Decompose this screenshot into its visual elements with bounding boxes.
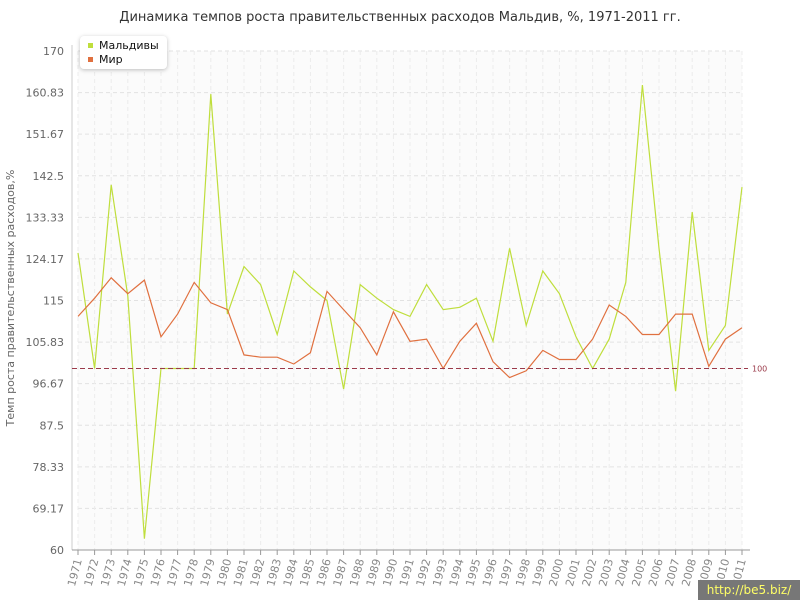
legend-label-maldives: Мальдивы bbox=[99, 38, 159, 52]
y-tick-label: 151.67 bbox=[26, 128, 65, 141]
chart-title: Динамика темпов роста правительственных … bbox=[119, 10, 681, 25]
reference-line: 100 bbox=[72, 365, 767, 374]
y-tick-label: 87.5 bbox=[40, 419, 65, 432]
grid bbox=[77, 50, 743, 551]
y-tick-label: 124.17 bbox=[26, 253, 65, 266]
y-tick-label: 60 bbox=[50, 544, 64, 557]
series-line-1 bbox=[77, 276, 743, 379]
y-tick-label: 142.5 bbox=[33, 170, 65, 183]
y-tick-label: 133.33 bbox=[26, 211, 65, 224]
legend-item-maldives[interactable]: Мальдивы bbox=[88, 38, 159, 52]
y-tick-label: 69.17 bbox=[33, 502, 65, 515]
reference-line-label: 100 bbox=[752, 365, 767, 374]
legend-swatch-maldives bbox=[88, 42, 93, 48]
y-axis-label: Темп роста правительственных расходов,% bbox=[4, 170, 17, 428]
legend-swatch-world bbox=[88, 56, 93, 62]
legend-item-world[interactable]: Мир bbox=[88, 52, 159, 66]
y-tick-label: 170 bbox=[43, 45, 64, 58]
legend-label-world: Мир bbox=[99, 52, 123, 66]
y-tick-label: 78.33 bbox=[33, 461, 65, 474]
legend[interactable]: Мальдивы Мир bbox=[80, 36, 167, 69]
y-tick-label: 96.67 bbox=[33, 378, 65, 391]
y-tick-label: 115 bbox=[43, 295, 64, 308]
y-tick-label: 105.83 bbox=[26, 336, 65, 349]
watermark-link[interactable]: http://be5.biz/ bbox=[698, 580, 800, 600]
y-tick-label: 160.83 bbox=[26, 87, 65, 100]
